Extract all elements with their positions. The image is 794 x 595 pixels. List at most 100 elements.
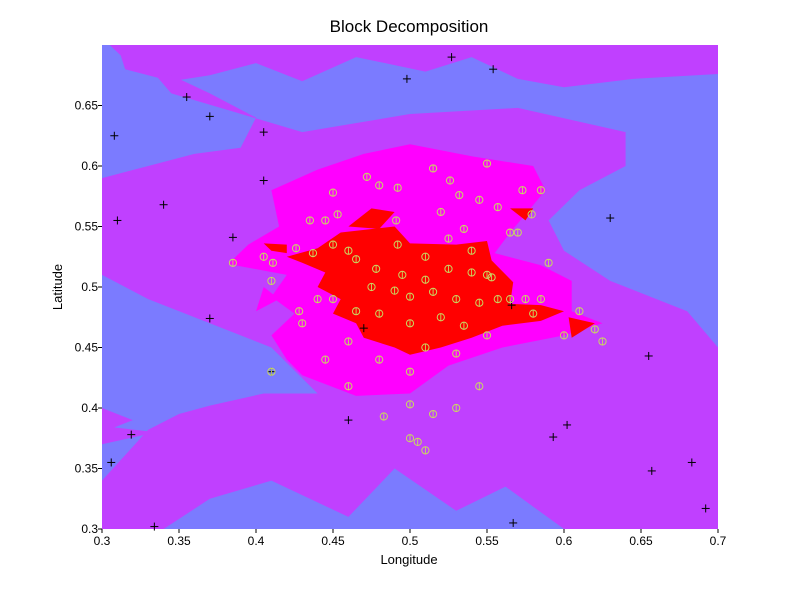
circle-marker [493, 203, 502, 212]
plus-marker [701, 504, 710, 513]
plus-marker [489, 65, 498, 74]
circle-marker [452, 349, 461, 358]
circle-marker [352, 307, 361, 316]
circle-marker [267, 367, 276, 376]
circle-marker [536, 295, 546, 304]
contour-region-top [348, 208, 395, 229]
circle-marker [344, 337, 353, 346]
circle-marker [475, 382, 484, 391]
circle-marker [328, 240, 338, 249]
plus-marker [228, 233, 237, 242]
x-tick-label: 0.65 [629, 534, 653, 548]
y-axis-ticks: 0.3 0.35 0.4 0.45 0.5 0.55 0.6 0.65 [75, 99, 102, 536]
circle-marker [452, 295, 461, 304]
circle-marker [445, 176, 455, 185]
circle-marker [375, 181, 384, 190]
plus-marker [687, 458, 696, 467]
circle-marker [429, 164, 438, 173]
x-tick-label: 0.35 [167, 534, 191, 548]
circle-marker [405, 367, 415, 376]
y-tick-label: 0.3 [81, 522, 98, 536]
x-tick-label: 0.5 [402, 534, 419, 548]
x-tick-label: 0.45 [321, 534, 345, 548]
circle-marker [544, 258, 553, 267]
circle-marker [429, 409, 438, 419]
circle-marker [328, 295, 338, 304]
circle-marker [598, 337, 607, 346]
circle-marker [518, 186, 527, 195]
circle-marker [436, 207, 445, 217]
circle-marker [267, 276, 276, 286]
plot-area [102, 45, 718, 531]
circle-marker [527, 210, 536, 219]
circle-marker [421, 446, 430, 455]
plus-marker [259, 176, 268, 185]
circle-marker [352, 255, 361, 264]
contour-region-high [256, 287, 280, 312]
circle-marker [590, 325, 599, 334]
x-axis-label: Longitude [380, 552, 437, 567]
circle-marker [390, 286, 399, 295]
circle-marker [467, 268, 476, 277]
circle-marker [392, 216, 401, 225]
circle-marker [467, 246, 476, 255]
circle-marker [536, 186, 546, 195]
circle-marker [344, 246, 353, 255]
circle-marker [308, 249, 318, 258]
circle-marker [444, 264, 453, 273]
circle-marker [559, 331, 569, 340]
circle-marker [529, 309, 538, 318]
circle-marker [398, 270, 407, 279]
circle-marker [321, 355, 330, 364]
circle-marker [482, 270, 492, 279]
x-tick-label: 0.3 [94, 534, 111, 548]
contour-region-top [568, 317, 595, 338]
plus-marker [402, 74, 411, 83]
plus-marker [359, 324, 368, 333]
plus-marker [107, 458, 116, 467]
circle-marker [321, 216, 330, 225]
circle-marker [291, 244, 301, 253]
plus-marker [647, 466, 656, 475]
circle-marker [379, 412, 388, 421]
circle-marker [506, 295, 515, 304]
x-tick-label: 0.6 [556, 534, 573, 548]
plus-marker [159, 200, 168, 209]
circle-marker [405, 400, 415, 409]
sample-markers [107, 53, 710, 531]
circle-marker [228, 258, 237, 267]
x-tick-label: 0.55 [475, 534, 499, 548]
circle-marker [444, 234, 453, 243]
circle-marker [328, 188, 338, 197]
y-tick-label: 0.35 [75, 462, 99, 476]
circle-marker [475, 298, 484, 307]
circle-marker [333, 210, 342, 219]
circle-marker [487, 273, 496, 282]
circle-marker [421, 252, 430, 261]
circle-marker [575, 307, 584, 316]
contour-region-mid [102, 408, 133, 433]
plus-marker [563, 420, 572, 429]
plus-marker [205, 314, 214, 323]
circle-marker [459, 224, 468, 234]
circle-marker [452, 403, 461, 413]
y-tick-label: 0.6 [81, 159, 98, 173]
plus-marker [509, 518, 518, 527]
circle-marker [429, 287, 438, 296]
plus-marker [113, 216, 122, 225]
circle-marker [367, 282, 376, 292]
contour-region-mid [102, 426, 156, 445]
y-tick-label: 0.55 [75, 220, 99, 234]
y-axis-label: Latitude [50, 264, 65, 310]
plus-marker [549, 433, 558, 442]
circle-marker [344, 382, 353, 391]
circle-marker [482, 331, 492, 340]
plus-marker [150, 522, 159, 531]
y-tick-label: 0.45 [75, 341, 99, 355]
circle-marker [305, 216, 314, 225]
circle-marker [493, 295, 502, 304]
circle-marker [313, 295, 322, 304]
circle-marker [421, 343, 430, 352]
circle-marker [482, 159, 492, 168]
